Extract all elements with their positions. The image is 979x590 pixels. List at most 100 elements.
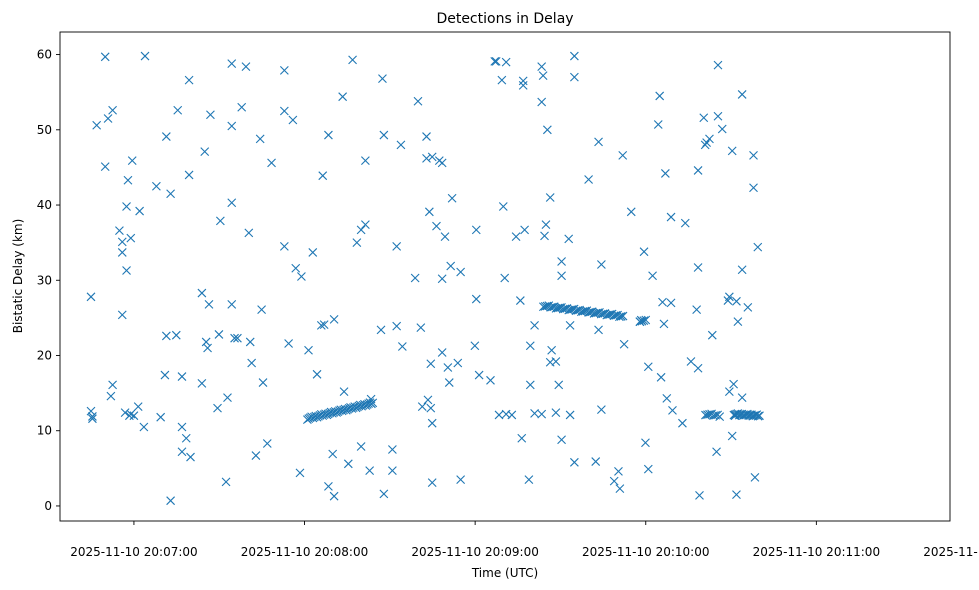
x-marker-point bbox=[233, 333, 242, 343]
x-marker-point bbox=[641, 438, 650, 448]
x-marker-point bbox=[360, 156, 370, 166]
x-marker-point bbox=[86, 292, 96, 302]
x-marker-point bbox=[471, 294, 481, 304]
x-marker-point bbox=[297, 272, 306, 281]
x-marker-point bbox=[525, 341, 535, 351]
x-marker-point bbox=[524, 475, 534, 485]
x-marker-point bbox=[161, 132, 171, 141]
x-marker-point bbox=[397, 342, 407, 351]
x-marker-point bbox=[525, 380, 535, 390]
x-marker-point bbox=[591, 457, 601, 466]
x-marker-point bbox=[88, 412, 97, 421]
x-tick-label: 2025-11-10 20:10:00 bbox=[582, 545, 709, 559]
x-marker-point bbox=[122, 266, 131, 275]
x-marker-point bbox=[639, 247, 649, 257]
x-marker-point bbox=[565, 321, 575, 330]
x-marker-point bbox=[594, 137, 603, 147]
x-marker-point bbox=[152, 181, 161, 191]
x-marker-point bbox=[424, 207, 434, 217]
x-marker-point bbox=[729, 379, 739, 389]
x-marker-point bbox=[103, 114, 113, 123]
x-marker-point bbox=[693, 166, 703, 175]
x-marker-point bbox=[184, 75, 194, 85]
x-marker-point bbox=[471, 225, 481, 235]
x-marker-point bbox=[237, 102, 247, 112]
x-marker-point bbox=[456, 267, 466, 277]
x-marker-point bbox=[648, 271, 657, 281]
x-marker-point bbox=[444, 378, 454, 387]
x-marker-point bbox=[352, 238, 362, 248]
x-marker-point bbox=[680, 218, 690, 228]
x-marker-point bbox=[491, 56, 501, 66]
x-marker-point bbox=[609, 311, 619, 321]
x-marker-point bbox=[247, 358, 257, 368]
x-marker-point bbox=[120, 408, 130, 418]
x-marker-point bbox=[440, 232, 450, 242]
x-marker-point bbox=[115, 226, 124, 235]
y-tick-label: 60 bbox=[37, 48, 52, 62]
x-marker-point bbox=[693, 263, 703, 272]
x-marker-point bbox=[546, 303, 556, 312]
x-marker-point bbox=[160, 370, 170, 380]
x-marker-point bbox=[564, 234, 574, 244]
x-marker-point bbox=[318, 171, 328, 181]
x-marker-point bbox=[666, 298, 676, 308]
x-marker-point bbox=[743, 302, 753, 312]
x-marker-point bbox=[571, 306, 581, 316]
x-marker-point bbox=[227, 198, 237, 208]
x-marker-point bbox=[329, 314, 339, 324]
x-marker-point bbox=[749, 183, 758, 193]
x-marker-point bbox=[410, 273, 420, 283]
x-marker-point bbox=[702, 138, 711, 147]
x-marker-point bbox=[241, 62, 251, 71]
y-tick-label: 50 bbox=[37, 123, 52, 137]
x-axis-ticks: 2025-11-10 20:07:00 2025-11-10 20:08:00 20… bbox=[70, 521, 979, 559]
x-marker-point bbox=[597, 260, 606, 269]
x-marker-point bbox=[422, 153, 431, 163]
x-marker-point bbox=[542, 125, 552, 135]
x-marker-point bbox=[181, 433, 191, 443]
x-marker-point bbox=[732, 296, 741, 306]
x-marker-point bbox=[717, 124, 727, 134]
x-marker-point bbox=[500, 273, 510, 283]
x-marker-point bbox=[427, 478, 437, 488]
x-marker-point bbox=[251, 451, 261, 460]
x-marker-point bbox=[426, 359, 436, 369]
x-marker-point bbox=[695, 491, 704, 500]
x-marker-point bbox=[749, 150, 758, 160]
x-marker-point bbox=[538, 302, 548, 312]
plot-area bbox=[60, 32, 950, 521]
x-marker-point bbox=[186, 452, 195, 462]
x-marker-point bbox=[564, 305, 574, 315]
x-marker-point bbox=[413, 96, 423, 106]
x-marker-point bbox=[537, 62, 547, 71]
x-marker-point bbox=[565, 410, 575, 420]
x-marker-point bbox=[589, 309, 599, 318]
x-marker-point bbox=[470, 341, 480, 351]
x-marker-point bbox=[713, 60, 723, 70]
x-tick-label: 2025-11-10 20:08:00 bbox=[241, 545, 368, 559]
x-marker-point bbox=[486, 375, 495, 385]
x-marker-point bbox=[365, 466, 375, 475]
x-marker-point bbox=[639, 316, 649, 325]
x-marker-point bbox=[501, 57, 511, 67]
x-marker-point bbox=[319, 320, 329, 330]
x-marker-point bbox=[507, 410, 517, 420]
x-marker-point bbox=[497, 75, 507, 85]
x-marker-point bbox=[659, 319, 669, 329]
x-marker-point bbox=[537, 97, 547, 107]
x-marker-point bbox=[92, 120, 102, 130]
x-marker-point bbox=[117, 237, 127, 247]
x-marker-point bbox=[329, 491, 339, 501]
x-marker-point bbox=[446, 261, 456, 271]
x-marker-point bbox=[426, 403, 436, 413]
x-marker-point bbox=[578, 307, 588, 316]
x-marker-point bbox=[200, 147, 210, 157]
x-marker-point bbox=[288, 115, 298, 125]
x-marker-point bbox=[255, 134, 265, 144]
x-marker-point bbox=[653, 120, 663, 129]
x-marker-point bbox=[660, 169, 670, 178]
x-marker-point bbox=[437, 158, 447, 168]
x-marker-point bbox=[388, 445, 397, 454]
x-marker-point bbox=[545, 193, 555, 202]
